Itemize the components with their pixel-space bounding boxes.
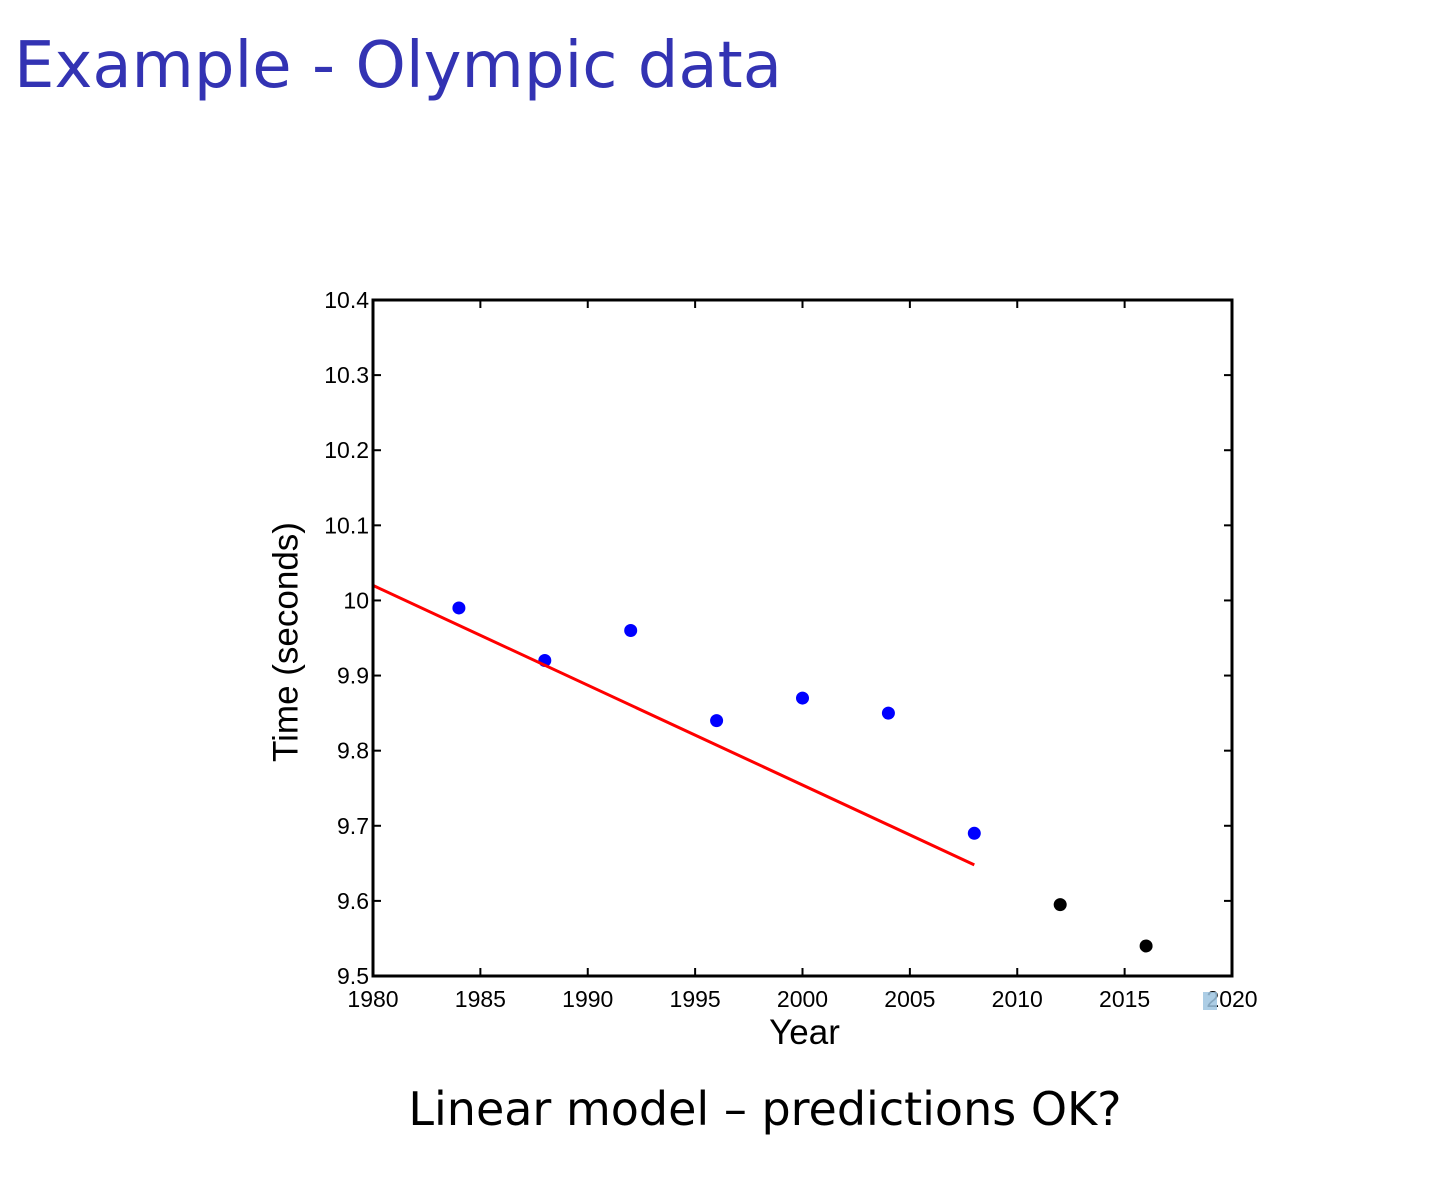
x-tick-label-2015: 2015 xyxy=(1099,986,1150,1012)
text-selection-highlight xyxy=(1203,992,1217,1010)
x-tick-label-2000: 2000 xyxy=(777,986,828,1012)
y-axis-label: Time (seconds) xyxy=(267,522,306,762)
chart: 1980 1985 1990 1995 2000 2005 2010 2015 20209.59… xyxy=(267,287,1258,1052)
y-tick-label-10.2: 10.2 xyxy=(324,437,369,463)
y-tick-label-9.5: 9.5 xyxy=(337,963,369,989)
data-point-2004 xyxy=(881,706,895,720)
x-tick-label-1990: 1990 xyxy=(562,986,613,1012)
slide-title: Example - Olympic data xyxy=(14,29,782,103)
data-point-2008 xyxy=(967,826,981,840)
y-tick-label-10: 10 xyxy=(343,587,369,613)
y-tick-label-10.1: 10.1 xyxy=(324,512,369,538)
data-point-1996 xyxy=(710,714,724,728)
plot-frame xyxy=(371,298,1234,978)
x-tick-label-1985: 1985 xyxy=(455,986,506,1012)
data-point-2012 xyxy=(1053,898,1067,912)
y-tick-label-9.7: 9.7 xyxy=(337,813,369,839)
x-axis-label: Year xyxy=(769,1013,840,1052)
y-tick-label-9.8: 9.8 xyxy=(337,738,369,764)
data-point-1992 xyxy=(624,623,638,637)
data-point-1984 xyxy=(452,601,466,615)
x-tick-label-1995: 1995 xyxy=(670,986,721,1012)
y-tick-label-10.3: 10.3 xyxy=(324,362,369,388)
fit-line xyxy=(372,584,975,867)
y-tick-label-10.4: 10.4 xyxy=(324,287,369,313)
x-tick-label-2010: 2010 xyxy=(992,986,1043,1012)
axis-ticks xyxy=(372,299,1233,977)
x-tick-label-1980: 1980 xyxy=(347,986,398,1012)
plot-marks xyxy=(372,584,1153,953)
x-tick-label-2005: 2005 xyxy=(884,986,935,1012)
slide-caption: Linear model – predictions OK? xyxy=(408,1082,1122,1136)
y-tick-label-9.9: 9.9 xyxy=(337,663,369,689)
data-point-2016 xyxy=(1139,939,1153,953)
axis-tick-labels: 1980 1985 1990 1995 2000 2005 2010 2015 20209.59… xyxy=(324,287,1257,1012)
data-point-2000 xyxy=(796,691,809,705)
y-tick-label-9.6: 9.6 xyxy=(337,888,369,914)
